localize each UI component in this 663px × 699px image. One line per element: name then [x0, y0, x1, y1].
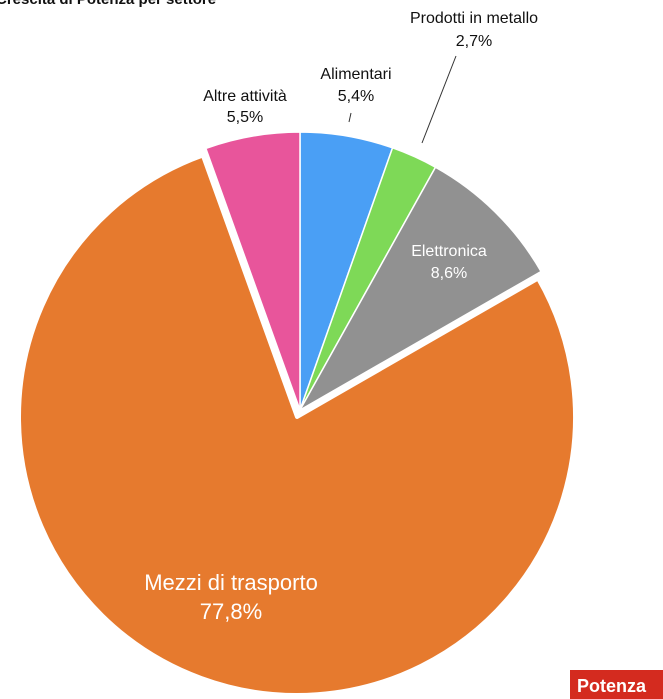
slice-value-prodotti-in-metallo: 2,7%	[456, 33, 492, 50]
slice-label-prodotti-in-metallo: Prodotti in metallo	[410, 10, 538, 27]
slice-label-mezzi-di-trasporto: Mezzi di trasporto	[144, 570, 318, 595]
labels-layer: Alimentari 5,4% Prodotti in metallo 2,7% Ele…	[144, 10, 538, 624]
leader-lines-layer	[348, 55, 457, 144]
slice-label-elettronica: Elettronica	[411, 243, 487, 260]
pie-slice-altre-attivita	[205, 131, 301, 411]
brand-badge[interactable]: Potenza	[570, 670, 663, 699]
slice-value-alimentari: 5,4%	[338, 88, 374, 105]
slices-layer	[17, 131, 577, 698]
pie-slice-elettronica	[299, 166, 542, 411]
pie-slice-mezzi-di-trasporto	[17, 153, 577, 698]
slice-label-alimentari: Alimentari	[320, 66, 391, 83]
slice-value-elettronica: 8,6%	[431, 265, 467, 282]
chart-title: Crescita di Potenza per settore	[0, 0, 216, 8]
leader-line-alimentari	[348, 112, 352, 123]
slice-label-altre-attivita: Altre attività	[203, 88, 287, 105]
leader-line-prodotti-in-metallo	[421, 55, 457, 144]
slice-value-mezzi-di-trasporto: 77,8%	[200, 599, 262, 624]
slice-value-altre-attivita: 5,5%	[227, 109, 263, 126]
